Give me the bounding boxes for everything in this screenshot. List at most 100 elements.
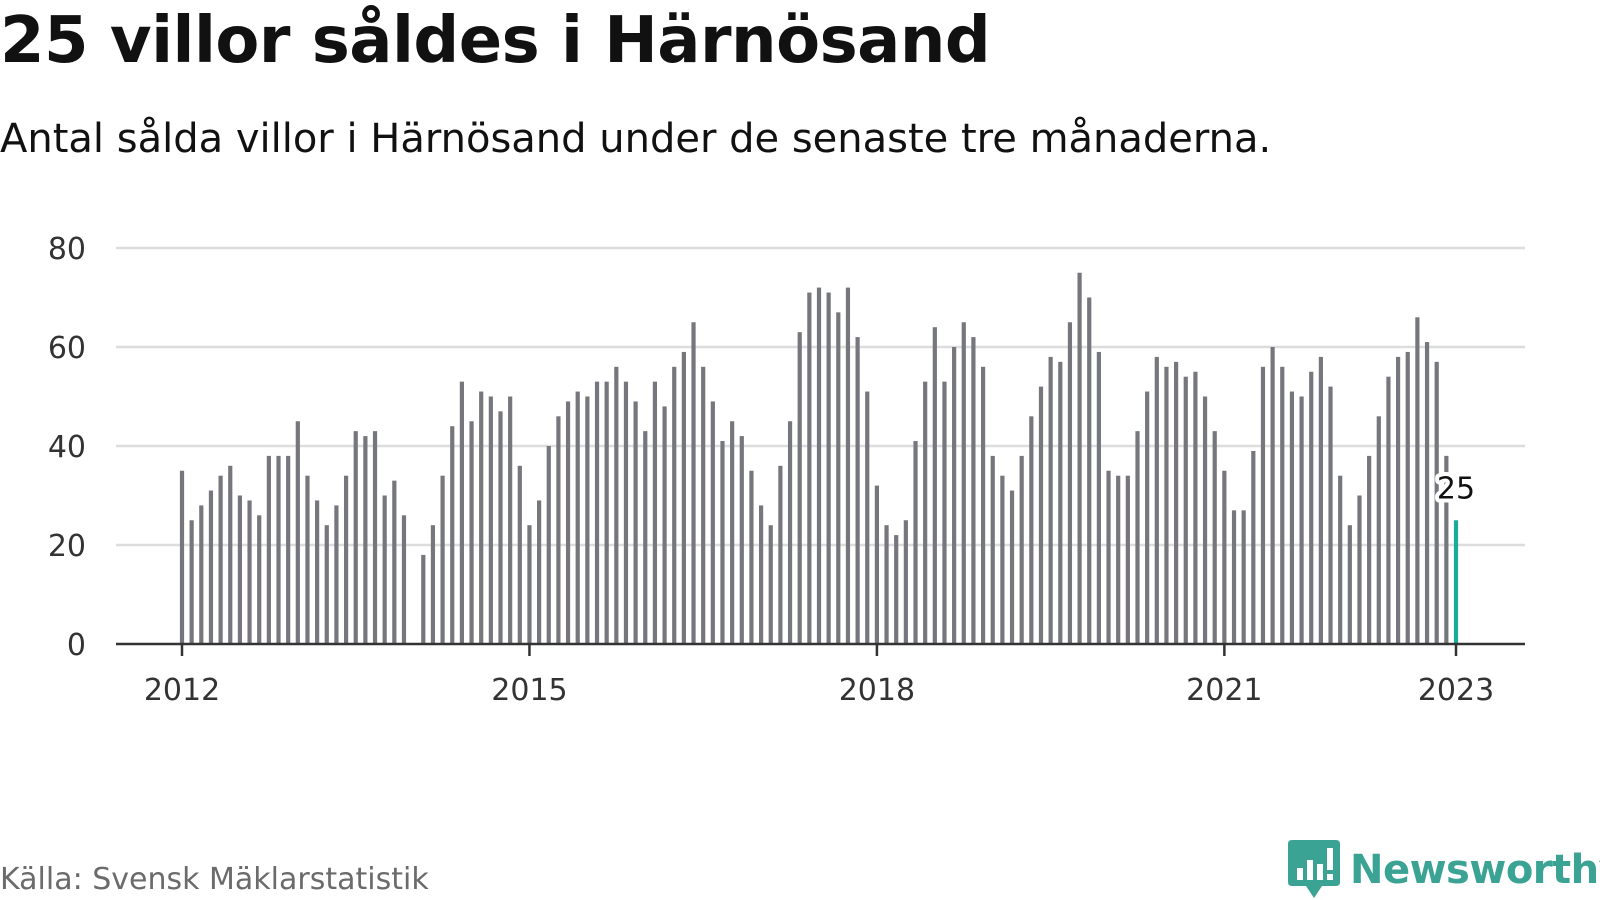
bar	[1241, 510, 1246, 644]
bar	[855, 337, 860, 644]
bar	[778, 465, 783, 644]
bar	[913, 441, 918, 644]
bar	[565, 401, 571, 644]
chart-subtitle: Antal sålda villor i Härnösand under de …	[0, 116, 1272, 162]
bar	[537, 500, 542, 644]
bar	[556, 416, 561, 644]
bar	[469, 421, 474, 644]
bar	[1077, 272, 1082, 644]
bar	[1386, 376, 1391, 644]
bar	[1154, 356, 1159, 644]
bar	[1444, 455, 1449, 644]
bar	[768, 525, 773, 644]
bar	[1067, 322, 1073, 644]
bar	[305, 475, 310, 644]
bar	[1251, 450, 1256, 644]
bar	[623, 381, 629, 644]
bar	[971, 337, 976, 644]
bar	[218, 475, 223, 644]
x-tick-label: 2012	[144, 673, 220, 708]
bar	[508, 396, 513, 644]
bar	[749, 470, 754, 644]
bar	[315, 500, 320, 644]
bar	[546, 446, 551, 644]
bar	[923, 381, 928, 644]
bar	[276, 455, 281, 644]
bar	[1231, 510, 1237, 644]
brand-name: Newsworthy	[1350, 847, 1600, 893]
bar	[1164, 366, 1169, 644]
bar	[894, 535, 899, 644]
bar	[1193, 371, 1198, 644]
y-tick-label: 20	[48, 529, 86, 564]
bar	[633, 401, 638, 644]
bar	[257, 515, 262, 644]
bar	[787, 421, 793, 644]
bar	[1048, 356, 1053, 644]
bar	[672, 366, 677, 644]
bar	[1260, 366, 1266, 644]
bar	[498, 411, 503, 644]
y-tick-label: 0	[67, 628, 86, 663]
bar	[903, 520, 908, 644]
y-tick-label: 80	[48, 232, 86, 267]
bar	[1270, 347, 1275, 644]
bar	[884, 525, 889, 644]
bar	[1405, 351, 1410, 644]
bar	[585, 396, 590, 644]
bar	[1019, 455, 1024, 644]
bar	[1096, 351, 1101, 644]
bar	[392, 480, 397, 644]
highlight-value-halo: 25	[1437, 471, 1475, 506]
bar	[353, 431, 358, 644]
bar	[730, 421, 735, 644]
highlight-bar	[1453, 520, 1459, 644]
bar	[199, 505, 204, 644]
bar	[594, 381, 600, 644]
bar	[807, 292, 812, 644]
bar	[1212, 431, 1217, 644]
bar	[1309, 371, 1314, 644]
bar	[797, 332, 802, 644]
bar	[932, 327, 937, 644]
bar	[372, 431, 378, 644]
highlight-value-label: 25	[1437, 471, 1475, 506]
bar	[1116, 475, 1121, 644]
bar	[1087, 297, 1092, 644]
bar	[247, 500, 252, 644]
x-tick-label: 2018	[839, 673, 915, 708]
bar	[324, 525, 329, 644]
bar	[652, 381, 658, 644]
bar	[1058, 361, 1063, 644]
bar	[1106, 470, 1111, 644]
y-tick-label: 60	[48, 331, 86, 366]
bar	[343, 475, 349, 644]
bar	[459, 381, 464, 644]
bar	[421, 554, 426, 644]
bar	[720, 441, 725, 644]
bar	[430, 525, 436, 644]
bar	[363, 436, 368, 644]
bar	[980, 366, 986, 644]
bar	[1318, 356, 1323, 644]
bar	[1395, 356, 1401, 644]
bar	[739, 436, 744, 644]
bar	[1424, 342, 1430, 644]
bar	[691, 322, 696, 644]
y-tick-label: 40	[48, 430, 86, 465]
bar	[758, 505, 764, 644]
bar	[1174, 361, 1179, 644]
axes	[116, 642, 1525, 656]
bar	[1000, 475, 1005, 644]
bar	[604, 381, 609, 644]
bar	[1367, 455, 1372, 644]
bar	[816, 287, 822, 644]
bar	[614, 366, 619, 644]
bar	[1280, 366, 1285, 644]
bar	[1183, 376, 1188, 644]
bar	[382, 495, 387, 644]
bar	[189, 520, 194, 644]
bar	[228, 465, 233, 644]
source-note: Källa: Svensk Mäklarstatistik	[0, 862, 429, 897]
